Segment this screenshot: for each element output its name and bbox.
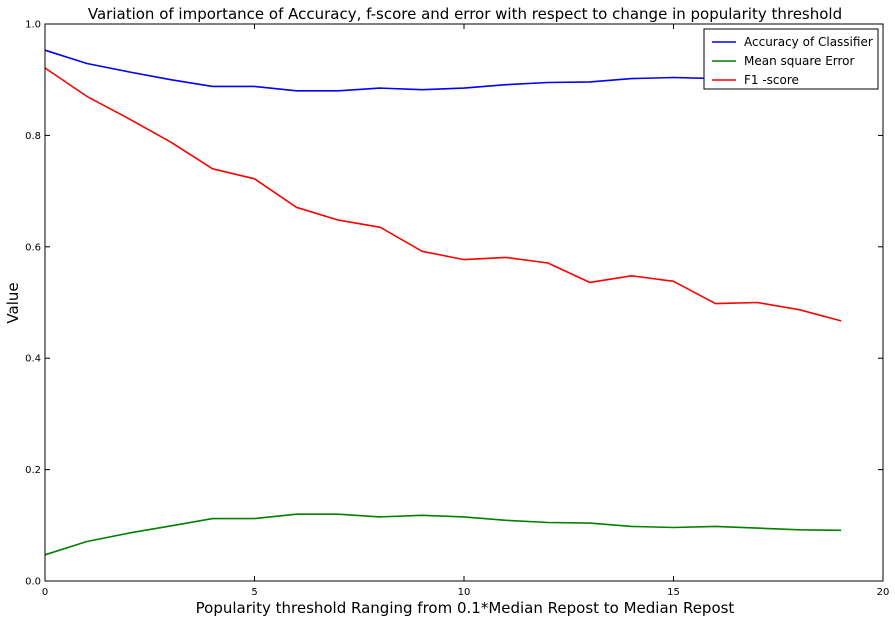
series-line-2 — [44, 513, 842, 556]
x-axis-label: Popularity threshold Ranging from 0.1*Me… — [196, 599, 735, 617]
legend-label-1: Accuracy of Classifier — [744, 35, 873, 49]
legend-box — [703, 28, 879, 90]
chart-title: Variation of importance of Accuracy, f-s… — [88, 5, 842, 23]
legend-label-3: F1 -score — [744, 73, 799, 87]
x-tick-label: 5 — [251, 587, 257, 598]
y-tick-label: 0.2 — [25, 465, 41, 476]
y-tick-label: 0.8 — [25, 131, 41, 142]
axes: 0 5 10 15 20 0.0 0.2 0.4 0.6 0.8 1.0 — [25, 20, 889, 599]
series-line-3 — [44, 67, 842, 322]
y-tick-label: 1.0 — [25, 20, 41, 31]
x-tick-label: 20 — [877, 587, 890, 598]
legend: Accuracy of Classifier Mean square Error F… — [703, 28, 879, 90]
legend-label-2: Mean square Error — [744, 54, 855, 68]
y-axis-label: Value — [4, 282, 22, 323]
y-tick-label: 0.4 — [25, 354, 41, 365]
x-tick-label: 15 — [667, 587, 680, 598]
x-tick-label: 10 — [458, 587, 471, 598]
y-tick-label: 0.0 — [25, 577, 41, 588]
x-tick-label: 0 — [42, 587, 48, 598]
y-tick-label: 0.6 — [25, 242, 41, 253]
series-lines — [44, 49, 842, 556]
